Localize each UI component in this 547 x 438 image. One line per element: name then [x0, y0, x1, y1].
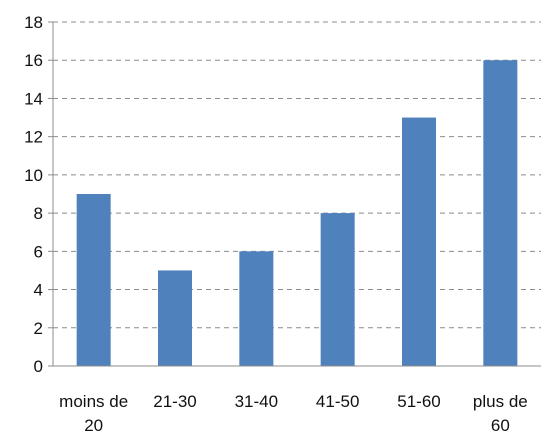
x-tick-label-line: 60 — [491, 416, 510, 433]
x-tick-label: 21-30 — [153, 392, 196, 411]
bar — [158, 270, 192, 366]
x-tick-label-line: plus de — [473, 392, 528, 411]
y-tick-labels: 0 2 4 6 8 10 12 14 16 18 — [24, 13, 43, 376]
x-tick-label-line: 41-50 — [316, 392, 359, 411]
y-tick-label: 10 — [24, 166, 43, 185]
x-tick-label: 41-50 — [316, 392, 359, 411]
x-tick-label-line: 31-40 — [235, 392, 278, 411]
x-tick-labels: moins de 20 21-30 31-40 41-50 51-60 plus de 60 — [59, 392, 528, 435]
y-tick-label: 2 — [34, 319, 43, 338]
x-tick-label-line: moins de — [59, 392, 128, 411]
bar — [402, 117, 436, 366]
gridlines — [53, 21, 541, 329]
x-tick-label-line: 51-60 — [397, 392, 440, 411]
x-tick-label-line: 20 — [84, 416, 103, 433]
axes — [48, 21, 541, 367]
y-tick-label: 16 — [24, 51, 43, 70]
y-tick-label: 12 — [24, 128, 43, 147]
y-tick-label: 14 — [24, 89, 43, 108]
x-tick-label-line: 21-30 — [153, 392, 196, 411]
bar — [239, 251, 274, 366]
y-tick-label: 8 — [34, 204, 43, 223]
bar — [76, 194, 111, 366]
bars — [76, 60, 518, 366]
x-tick-label: moins de 20 — [59, 392, 128, 433]
bar — [320, 213, 355, 366]
x-tick-label: plus de 60 — [473, 392, 528, 433]
y-tick-label: 0 — [34, 357, 43, 376]
y-tick-label: 4 — [34, 281, 43, 300]
y-tick-label: 6 — [34, 242, 43, 261]
x-tick-label: 51-60 — [397, 392, 440, 411]
x-tick-label: 31-40 — [235, 392, 278, 411]
bar — [483, 60, 518, 366]
y-tick-label: 18 — [24, 13, 43, 32]
